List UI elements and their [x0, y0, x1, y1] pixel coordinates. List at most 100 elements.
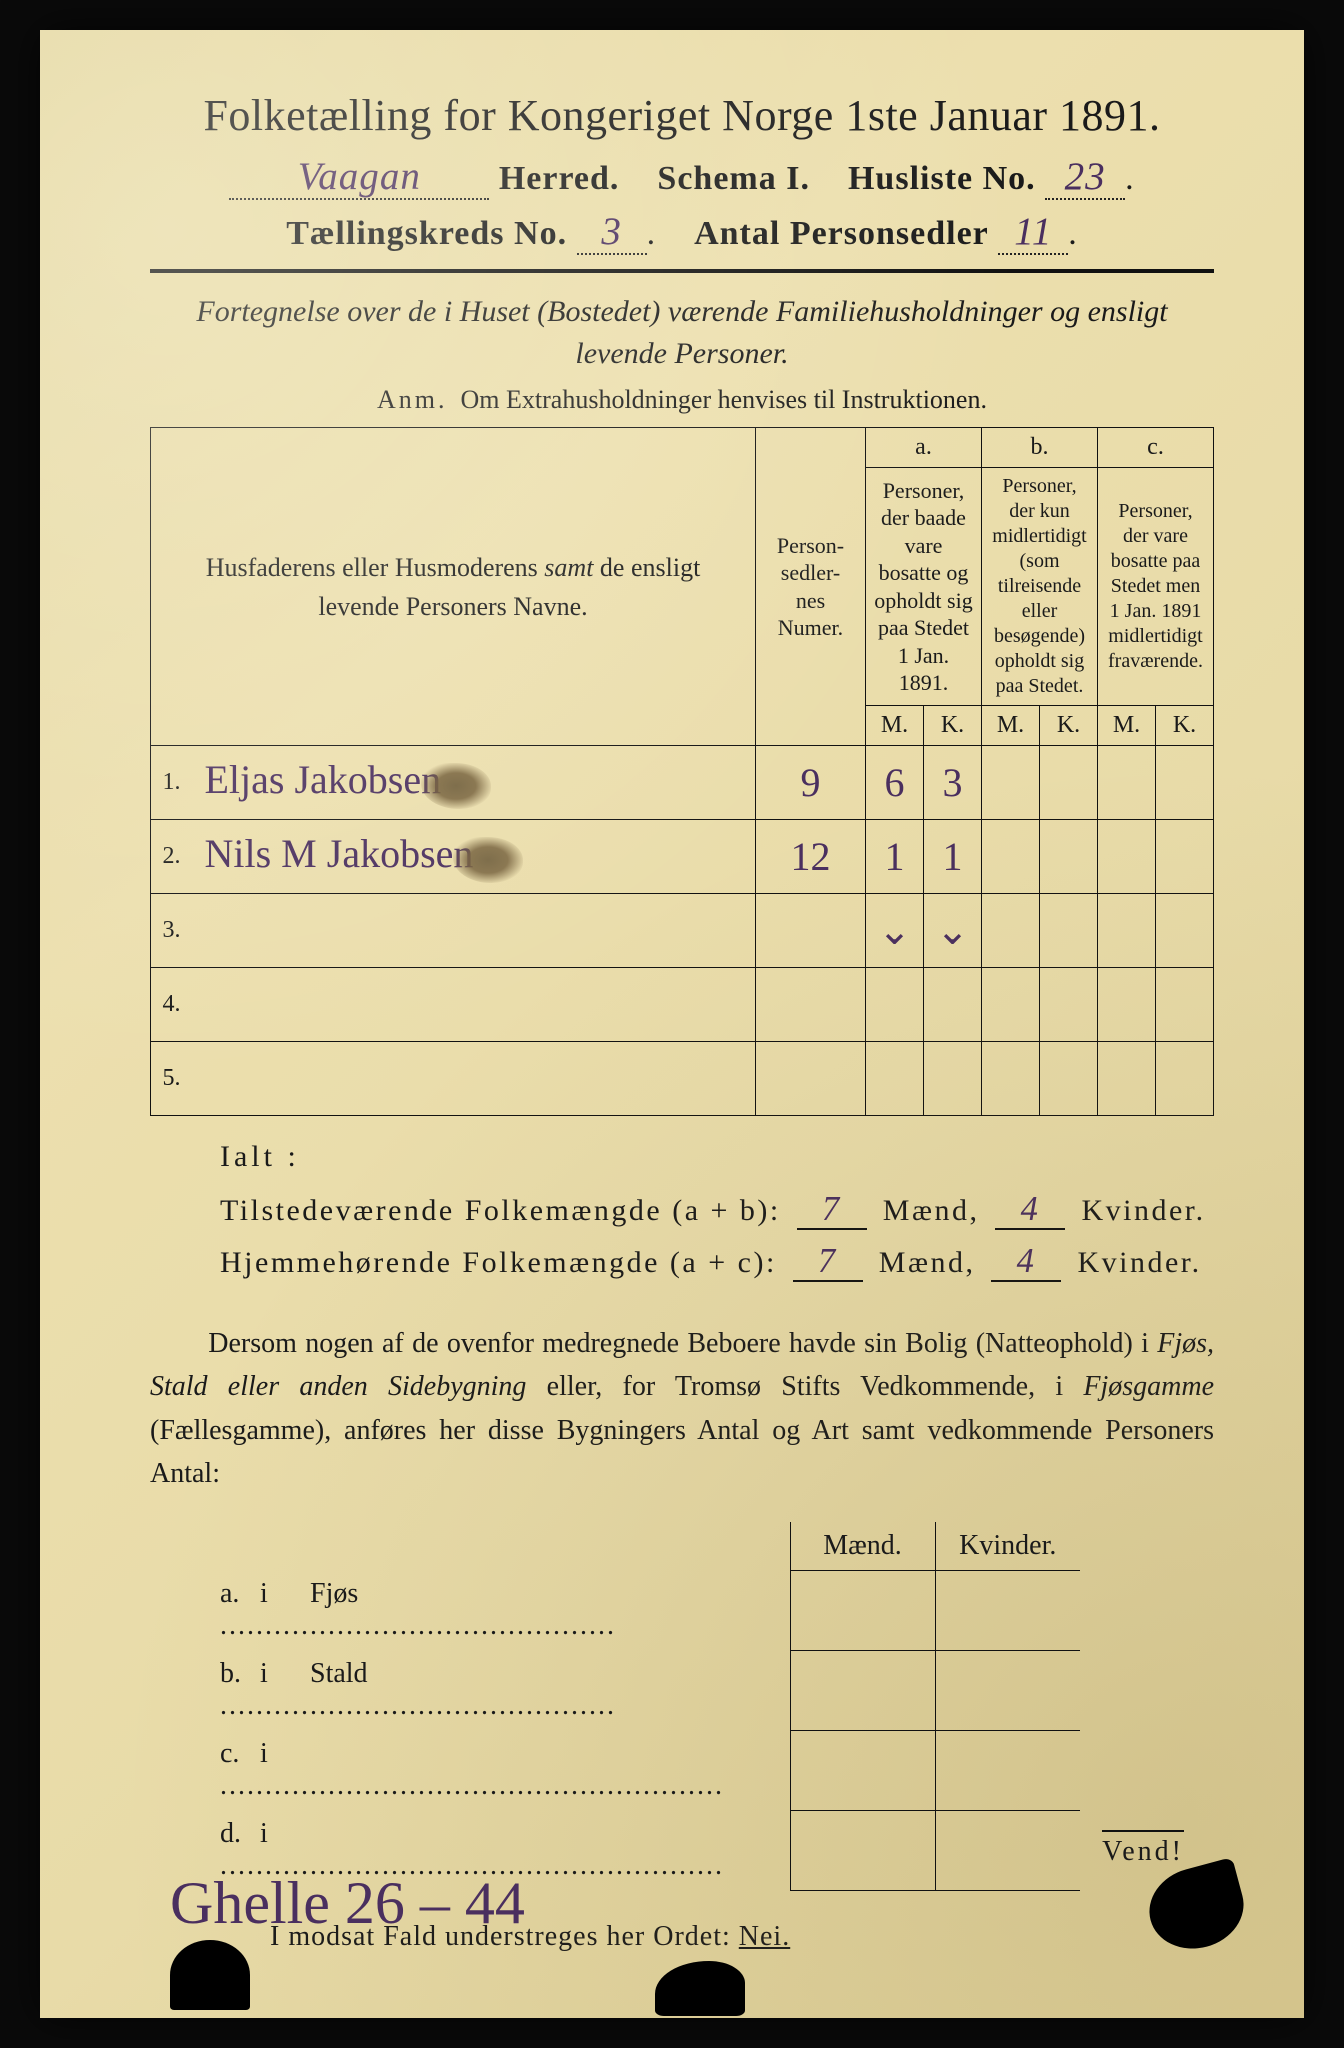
cell-b-m — [982, 894, 1040, 968]
totals-block: Ialt : Tilstedeværende Folkemængde (a + … — [220, 1140, 1214, 1282]
personsedler-num — [756, 968, 866, 1042]
kreds-label: Tællingskreds No. — [286, 215, 567, 252]
row-number: 2. — [151, 820, 191, 894]
anm-line: Anm. Om Extrahusholdninger henvises til … — [150, 385, 1214, 415]
cell-a-m — [866, 968, 924, 1042]
cell-a-k: 1 — [924, 820, 982, 894]
cell-a-m: 1 — [866, 820, 924, 894]
cell-b-m — [982, 1042, 1040, 1116]
personsedler-num: 12 — [756, 820, 866, 894]
census-form-page: Folketælling for Kongeriget Norge 1ste J… — [40, 30, 1304, 2018]
ink-smudge — [453, 837, 523, 883]
intro-line2: levende Personer. — [575, 337, 788, 370]
divider — [150, 269, 1214, 273]
row-number: 1. — [151, 746, 191, 820]
ialt-label: Ialt : — [220, 1140, 1214, 1174]
col-num-header: Person- sedler- nes Numer. — [756, 428, 866, 746]
cell-a-m — [866, 1042, 924, 1116]
sub-maend-header: Mænd. — [790, 1522, 935, 1571]
sub-kvinder-cell — [935, 1650, 1080, 1730]
cell-a-m: 6 — [866, 746, 924, 820]
cell-c-k — [1156, 968, 1214, 1042]
cell-b-k — [1040, 968, 1098, 1042]
home-k: 4 — [1017, 1246, 1037, 1277]
dots: ........................................… — [220, 1770, 724, 1801]
side-building-paragraph: Dersom nogen af de ovenfor medregnede Be… — [150, 1322, 1214, 1496]
cell-c-m — [1098, 1042, 1156, 1116]
sub-maend-cell — [790, 1810, 935, 1890]
cell-a-m: ⌄ — [866, 894, 924, 968]
cell-c-m — [1098, 968, 1156, 1042]
cell-c-k — [1156, 746, 1214, 820]
para-t2: eller, for Tromsø Stifts Vedkommende, i — [526, 1371, 1083, 1402]
cell-b-k — [1040, 820, 1098, 894]
col-c-m: M. — [1098, 706, 1156, 746]
bottom-handwriting: Ghelle 26 – 44 — [170, 1869, 525, 1938]
householder-name — [191, 968, 756, 1042]
para-t1: Dersom nogen af de ovenfor medregnede Be… — [208, 1328, 1157, 1359]
col-name-header: Husfaderens eller Husmoderens samt de en… — [151, 428, 756, 746]
cell-a-k: 3 — [924, 746, 982, 820]
cell-c-m — [1098, 820, 1156, 894]
totals-home: Hjemmehørende Folkemængde (a + c): 7 Mæn… — [220, 1246, 1214, 1282]
householder-name — [191, 894, 756, 968]
table-row: 4. — [151, 968, 1214, 1042]
col-a-k: K. — [924, 706, 982, 746]
anm-text: Om Extrahusholdninger henvises til Instr… — [461, 385, 987, 414]
row-number: 5. — [151, 1042, 191, 1116]
side-building-table: Mænd. Kvinder. a.iFjøs..................… — [210, 1522, 1080, 1891]
col-b-letter: b. — [982, 428, 1098, 468]
sub-kvinder-cell — [935, 1730, 1080, 1810]
cell-b-k — [1040, 746, 1098, 820]
vend-label: Vend! — [1102, 1830, 1184, 1868]
row-number: 4. — [151, 968, 191, 1042]
home-m: 7 — [818, 1246, 838, 1277]
home-label: Hjemmehørende Folkemængde (a + c): — [220, 1246, 777, 1279]
cell-b-k — [1040, 1042, 1098, 1116]
row-number: 3. — [151, 894, 191, 968]
cell-b-m — [982, 820, 1040, 894]
present-m: 7 — [822, 1194, 842, 1225]
col-c-text: Personer, der vare bosatte paa Stedet me… — [1098, 468, 1214, 706]
sub-row-label: a.iFjøs.................................… — [210, 1570, 790, 1650]
cell-c-m — [1098, 894, 1156, 968]
anm-label: Anm. — [377, 385, 448, 414]
intro-line1: Fortegnelse over de i Huset (Bostedet) v… — [196, 295, 1167, 328]
sub-table-row: c.i.....................................… — [210, 1730, 1080, 1810]
totals-present: Tilstedeværende Folkemængde (a + b): 7 M… — [220, 1194, 1214, 1230]
dots: ........................................… — [220, 1690, 616, 1721]
cell-b-k — [1040, 894, 1098, 968]
schema-label: Schema I. — [657, 160, 810, 197]
col-c-letter: c. — [1098, 428, 1214, 468]
sub-table-row: b.iStald................................… — [210, 1650, 1080, 1730]
side-building-table-wrap: Mænd. Kvinder. a.iFjøs..................… — [210, 1522, 1214, 1891]
sub-row-label: b.iStald................................… — [210, 1650, 790, 1730]
col-a-letter: a. — [866, 428, 982, 468]
present-label: Tilstedeværende Folkemængde (a + b): — [220, 1194, 781, 1227]
cell-c-m — [1098, 746, 1156, 820]
kvinder-label: Kvinder. — [1081, 1194, 1205, 1227]
para-i2: Fjøsgamme — [1083, 1371, 1214, 1402]
col-a-m: M. — [866, 706, 924, 746]
cell-b-m — [982, 968, 1040, 1042]
table-row: 2.Nils M Jakobsen1211 — [151, 820, 1214, 894]
header-line-3: Tællingskreds No. 3. Antal Personsedler … — [150, 214, 1214, 255]
para-t3: (Fællesgamme), anføres her disse Bygning… — [150, 1415, 1214, 1489]
householder-name: Eljas Jakobsen — [191, 746, 756, 820]
personsedler-num — [756, 894, 866, 968]
householder-name: Nils M Jakobsen — [191, 820, 756, 894]
cell-c-k — [1156, 894, 1214, 968]
ink-blob — [170, 1940, 250, 2010]
sub-maend-cell — [790, 1650, 935, 1730]
household-table: Husfaderens eller Husmoderens samt de en… — [150, 427, 1214, 1116]
cell-a-k: ⌄ — [924, 894, 982, 968]
cell-c-k — [1156, 1042, 1214, 1116]
sub-maend-cell — [790, 1730, 935, 1810]
maend-label-2: Mænd, — [879, 1246, 976, 1279]
intro-text: Fortegnelse over de i Huset (Bostedet) v… — [150, 291, 1214, 375]
col-a-text: Personer, der baade vare bosatte og opho… — [866, 468, 982, 706]
personsedler-value: 11 — [1014, 214, 1052, 249]
col-c-k: K. — [1156, 706, 1214, 746]
herred-value: Vaagan — [298, 159, 421, 194]
sub-table-row: a.iFjøs.................................… — [210, 1570, 1080, 1650]
